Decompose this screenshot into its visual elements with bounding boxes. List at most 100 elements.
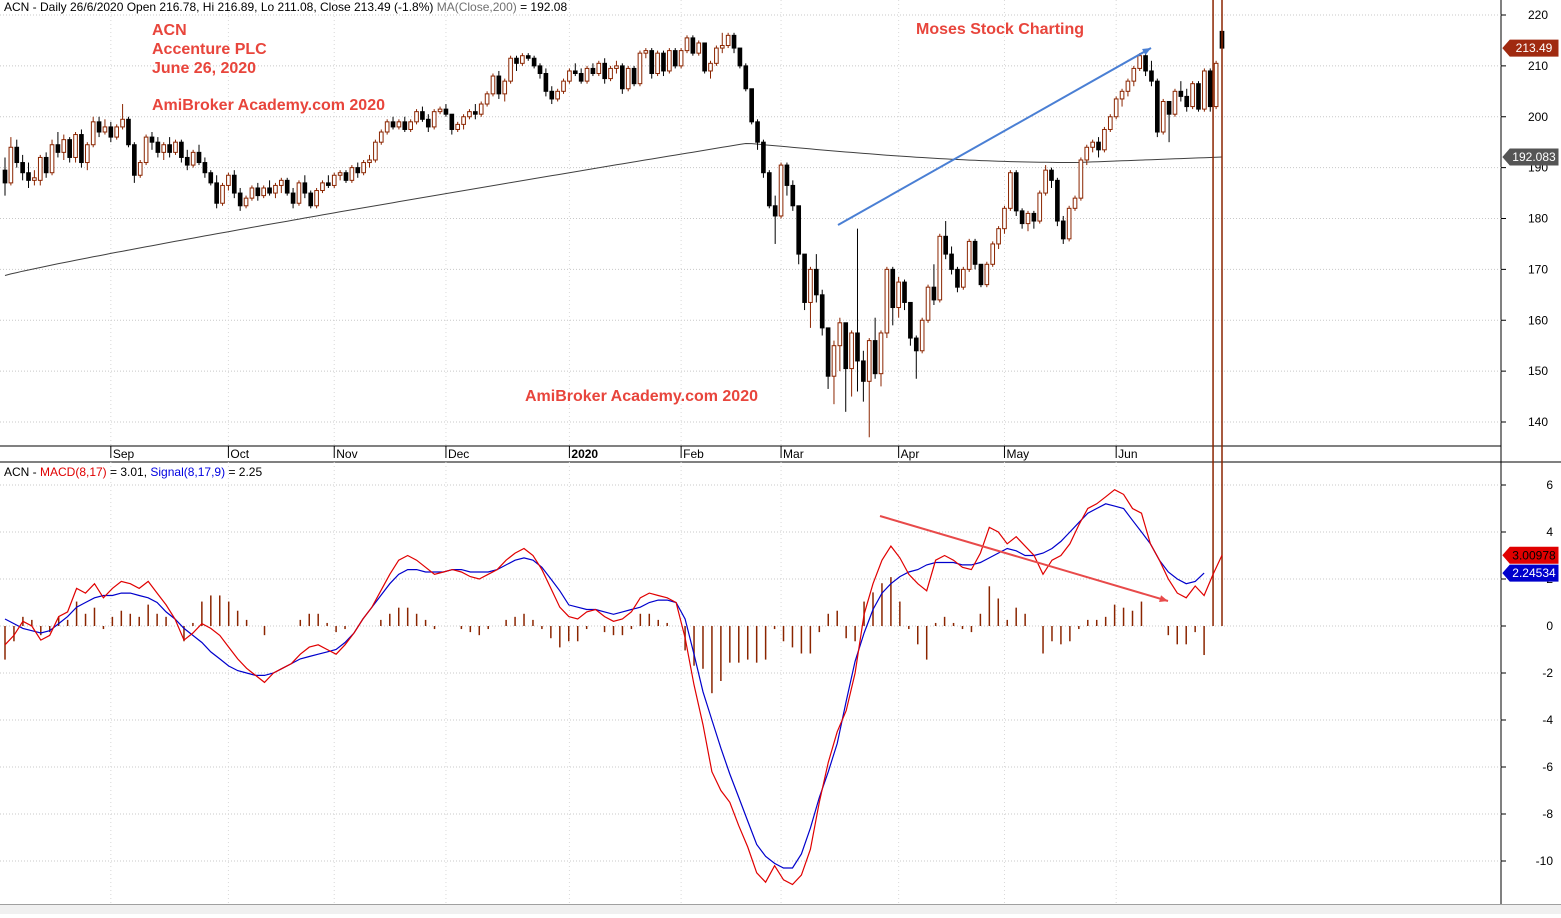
candle-up (1043, 169, 1048, 194)
candle-down (631, 67, 637, 85)
candle-down (1143, 55, 1148, 72)
candle-up (437, 108, 443, 113)
candle-down (972, 240, 978, 265)
candle-down (790, 184, 796, 207)
candle-down (1060, 220, 1066, 240)
candle-down (578, 73, 584, 82)
candle-up (114, 126, 120, 138)
candle-down (231, 174, 237, 194)
candle-up (1190, 83, 1195, 108)
candle-down (843, 322, 849, 370)
candle-up (249, 187, 255, 199)
signal-value-label: 2.24534 (1512, 566, 1556, 580)
candle-up (331, 174, 337, 186)
candle-down (155, 141, 161, 153)
candle-up (320, 182, 325, 192)
sheet-tabs-bar[interactable] (0, 904, 1561, 914)
candle-up (378, 131, 384, 143)
candle-up (1066, 207, 1072, 240)
candle-up (1172, 90, 1178, 115)
candle-up (696, 42, 702, 54)
candle-up (1084, 146, 1090, 161)
candle-down (255, 187, 261, 197)
candle-up (1107, 116, 1113, 130)
candle-down (784, 164, 790, 186)
candle-up (837, 322, 843, 347)
candle-down (1013, 172, 1019, 212)
macd-y-tick-label: 0 (1546, 619, 1553, 633)
candle-down (26, 172, 31, 181)
candle-up (61, 139, 67, 153)
candle-down (308, 192, 314, 207)
macd-y-tick-label: -2 (1542, 666, 1553, 680)
candle-up (643, 50, 649, 54)
candle-down (67, 139, 72, 158)
candle-down (302, 182, 308, 194)
annotation-watermark-bottom: AmiBroker Academy.com 2020 (525, 388, 758, 405)
candle-down (772, 205, 778, 217)
candle-up (349, 167, 355, 181)
candle-up (143, 136, 149, 164)
candle-down (931, 286, 937, 301)
candle-down (420, 111, 425, 120)
candle-down (1149, 70, 1154, 82)
macd-y-tick-label: 4 (1546, 525, 1553, 539)
candle-down (890, 268, 896, 309)
ma-header-value: = 192.08 (520, 0, 568, 14)
candle-up (337, 172, 343, 176)
macd-y-tick-label: -6 (1542, 760, 1553, 774)
candle-down (196, 151, 202, 164)
candle-up (467, 111, 472, 118)
candle-up (296, 182, 302, 204)
candle-up (396, 121, 402, 128)
candle-up (273, 184, 278, 194)
candle-down (949, 253, 954, 270)
x-tick-label: Sep (113, 447, 135, 461)
candle-down (514, 57, 519, 64)
last-close-label-box (1502, 39, 1559, 57)
candle-down (425, 118, 431, 128)
macd-lines-layer (4, 488, 1223, 886)
candle-down (390, 121, 396, 128)
candle-down (1055, 179, 1060, 222)
candle-up (279, 179, 284, 186)
candle-up (614, 65, 619, 69)
candle-up (990, 243, 996, 265)
candle-up (226, 174, 231, 186)
candle-up (37, 156, 43, 181)
candle-down (355, 167, 361, 174)
candle-up (84, 144, 90, 164)
candle-up (49, 144, 55, 174)
price-y-tick-label: 180 (1528, 212, 1548, 226)
candle-up (1137, 55, 1143, 69)
candle-up (1213, 62, 1219, 108)
macd-line (4, 488, 1223, 886)
candle-down (908, 301, 913, 339)
candle-up (1072, 197, 1078, 209)
last-close-label: 213.49 (1516, 41, 1553, 55)
candle-down (473, 111, 478, 115)
candle-down (132, 144, 137, 176)
candle-up (878, 332, 884, 375)
candle-down (902, 281, 907, 303)
candle-up (32, 177, 37, 181)
candle-down (943, 235, 948, 255)
x-tick-label: May (1006, 447, 1029, 461)
candle-up (725, 34, 731, 47)
ma200-line (4, 142, 1223, 276)
candle-down (1207, 70, 1213, 108)
candle-up (243, 197, 249, 207)
candle-up (1090, 141, 1095, 148)
candle-up (461, 116, 466, 125)
candle-down (449, 113, 455, 130)
candle-down (825, 327, 831, 377)
candle-up (102, 126, 108, 133)
candle-down (1178, 90, 1184, 97)
x-tick-label: Mar (783, 447, 804, 461)
candle-down (2, 169, 8, 184)
candle-up (919, 319, 925, 352)
candle-down (179, 141, 184, 158)
x-axis: Sep Oct Nov Dec 2020 Feb Mar Apr May Jun (110, 446, 1138, 461)
